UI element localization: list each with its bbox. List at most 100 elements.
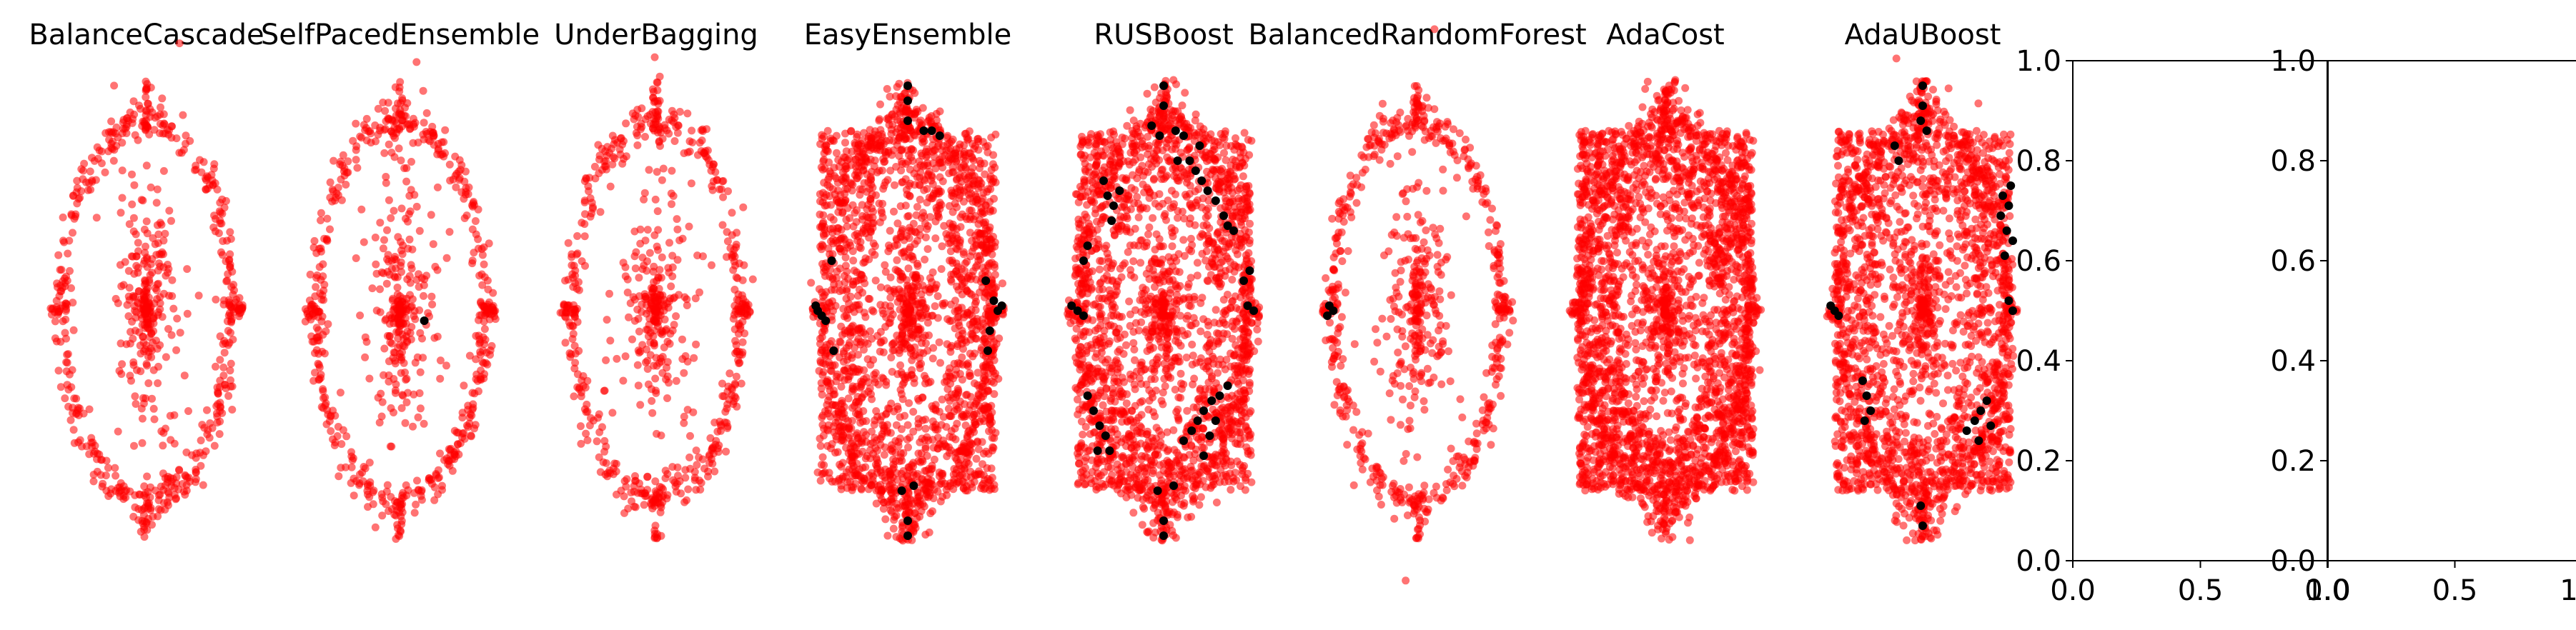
red-point — [118, 360, 127, 369]
red-point — [651, 374, 660, 383]
red-point — [846, 456, 854, 465]
red-point — [170, 439, 179, 448]
red-point — [683, 109, 692, 118]
red-point — [140, 491, 149, 499]
red-point — [60, 238, 69, 246]
red-point — [326, 225, 334, 234]
red-point — [379, 244, 387, 253]
red-point — [192, 475, 200, 484]
red-point — [827, 237, 836, 246]
red-point — [453, 440, 462, 449]
red-point — [658, 253, 666, 261]
red-point — [722, 447, 730, 456]
red-point — [317, 216, 325, 224]
red-point — [173, 314, 182, 323]
red-point — [898, 273, 907, 281]
red-point — [991, 130, 1000, 139]
red-point — [129, 334, 137, 343]
black-point — [420, 316, 429, 325]
red-point — [175, 39, 184, 48]
red-point — [387, 442, 396, 451]
red-point — [728, 384, 736, 392]
red-point — [205, 434, 214, 442]
red-point — [213, 419, 222, 427]
red-point — [941, 441, 950, 450]
red-point — [668, 200, 675, 209]
red-point — [387, 404, 395, 412]
red-point — [665, 379, 673, 387]
red-point — [651, 496, 660, 504]
red-point — [577, 389, 585, 396]
red-point — [131, 503, 139, 511]
black-point — [984, 346, 992, 355]
red-point — [390, 206, 398, 215]
red-point — [680, 293, 689, 301]
red-point — [818, 166, 827, 174]
red-point — [365, 374, 374, 383]
red-point — [892, 533, 901, 541]
red-point — [122, 129, 131, 137]
red-point — [913, 164, 921, 172]
red-point — [146, 308, 154, 316]
red-point — [920, 371, 928, 380]
red-point — [142, 242, 149, 251]
red-point — [899, 467, 908, 475]
red-point — [663, 494, 671, 503]
red-point — [476, 348, 485, 356]
red-point — [348, 456, 357, 464]
red-point — [652, 386, 660, 395]
red-point — [876, 283, 885, 291]
red-point — [635, 274, 643, 282]
red-point — [834, 224, 843, 232]
red-point — [858, 289, 867, 297]
red-point — [971, 300, 979, 309]
red-point — [452, 183, 460, 191]
red-point — [923, 225, 931, 234]
red-point — [956, 471, 964, 479]
red-point — [670, 321, 678, 329]
red-point — [132, 314, 140, 322]
red-point — [93, 449, 101, 458]
red-point — [826, 225, 835, 234]
red-point — [661, 466, 670, 475]
red-point — [692, 340, 700, 349]
red-point — [425, 474, 433, 482]
red-point — [598, 166, 606, 174]
red-point — [203, 406, 211, 414]
red-point — [580, 232, 589, 241]
red-point — [88, 443, 96, 451]
red-point — [429, 129, 437, 138]
red-point — [929, 494, 938, 503]
red-point — [621, 352, 630, 361]
red-point — [409, 114, 417, 123]
red-point — [643, 226, 652, 234]
red-point — [147, 506, 155, 514]
red-point — [141, 249, 149, 257]
red-point — [380, 126, 389, 134]
red-point — [889, 455, 898, 464]
red-point — [970, 144, 979, 153]
red-point — [890, 484, 898, 492]
red-point — [640, 501, 648, 509]
red-point — [829, 390, 838, 399]
red-point — [921, 415, 930, 424]
red-point — [654, 226, 663, 234]
red-point — [415, 306, 424, 314]
red-point — [931, 234, 940, 243]
red-point — [961, 259, 969, 268]
red-point — [85, 450, 94, 459]
red-point — [126, 487, 134, 496]
red-point — [96, 456, 105, 464]
red-point — [394, 531, 402, 539]
red-point — [63, 351, 71, 359]
red-point — [738, 276, 747, 284]
red-point — [893, 266, 902, 275]
red-point — [615, 145, 624, 154]
red-point — [391, 359, 400, 368]
red-point — [401, 419, 410, 427]
panel-title: SelfPacedEnsemble — [261, 19, 540, 51]
red-point — [361, 464, 370, 473]
red-point — [884, 114, 893, 122]
red-point — [634, 314, 643, 323]
red-point — [468, 259, 477, 268]
